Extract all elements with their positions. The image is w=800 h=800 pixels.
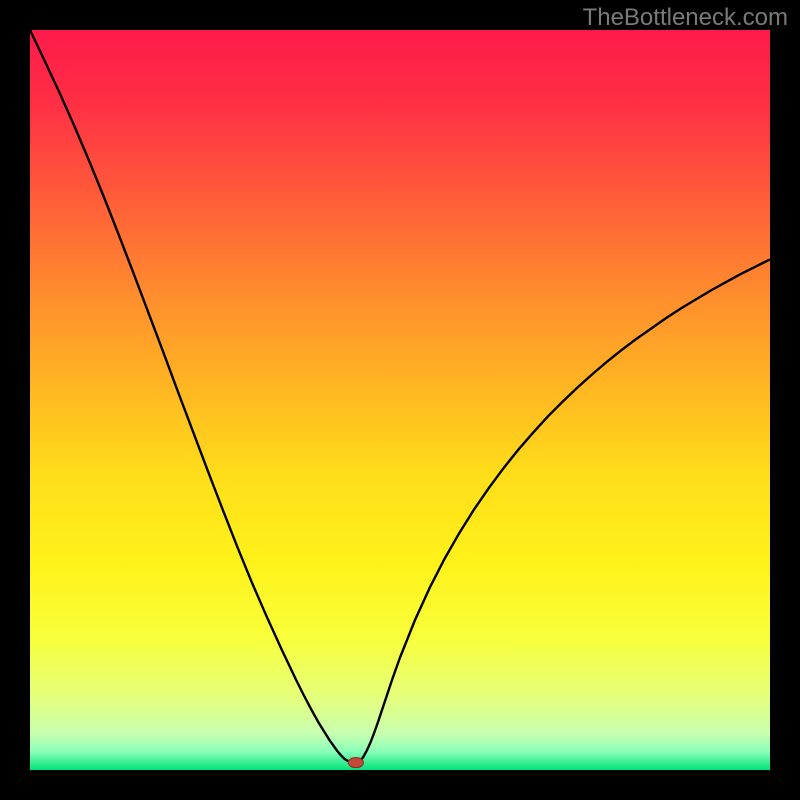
chart-frame: TheBottleneck.com	[0, 0, 800, 800]
optimal-point-marker	[347, 757, 363, 769]
bottleneck-curve	[30, 30, 770, 770]
watermark-text: TheBottleneck.com	[583, 4, 788, 32]
plot-area	[30, 30, 770, 770]
